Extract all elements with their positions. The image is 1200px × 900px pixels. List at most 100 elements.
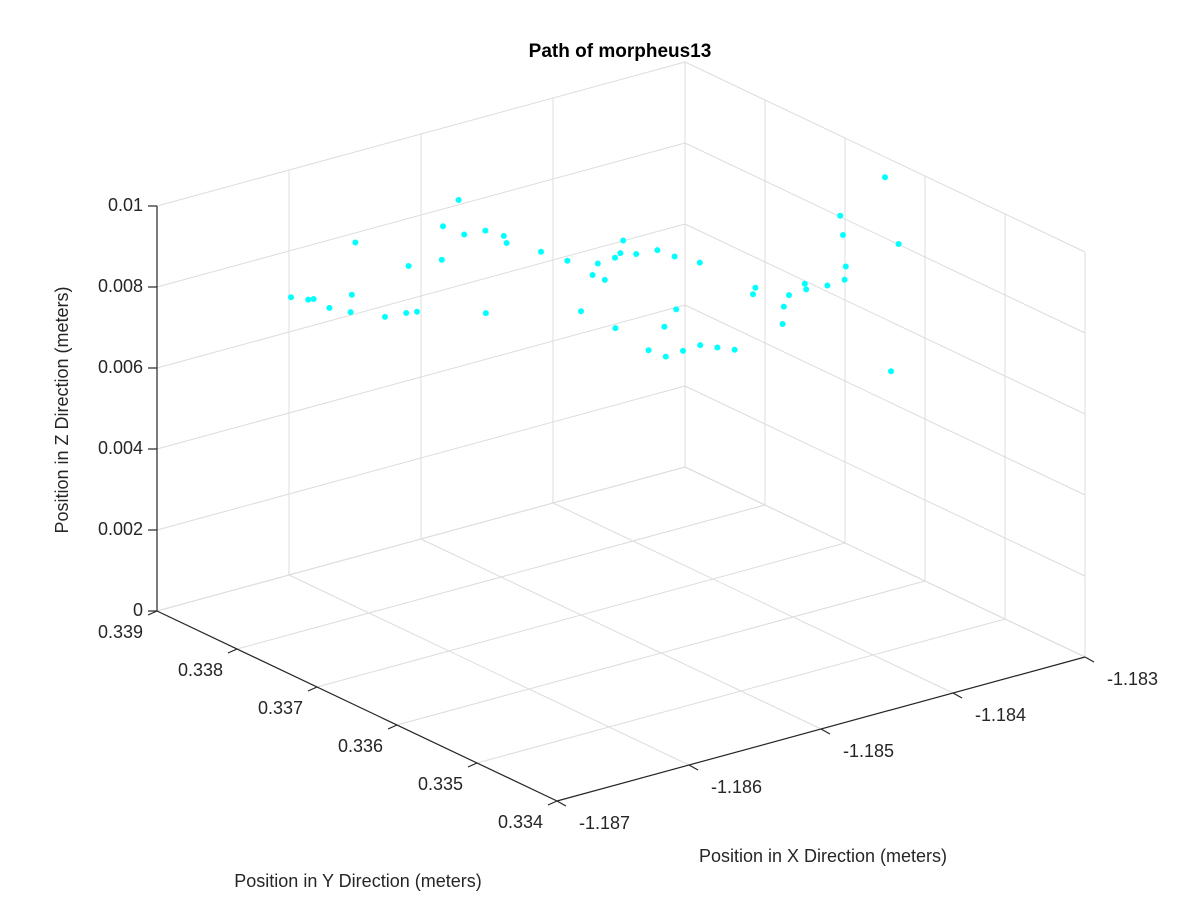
grid-line [684, 223, 1086, 415]
point [500, 232, 507, 239]
point [594, 260, 601, 267]
point [841, 276, 848, 283]
y-tick-label: 0.337 [258, 698, 303, 718]
grid-line [156, 142, 686, 288]
x-tick [1084, 656, 1095, 663]
grid-line [236, 504, 766, 650]
point [578, 308, 584, 315]
z-tick-label: 0 [133, 600, 143, 620]
point [482, 310, 489, 317]
point [612, 254, 618, 261]
point [786, 292, 792, 299]
point [803, 286, 810, 293]
z-tick-label: 0.004 [98, 438, 143, 458]
x-tick-label: -1.185 [843, 741, 894, 761]
y-tick [147, 610, 158, 616]
z-tick-label: 0.002 [98, 519, 143, 539]
y-tick-label: 0.334 [498, 812, 543, 832]
point [564, 257, 571, 264]
x-tick-label: -1.187 [579, 813, 630, 833]
point [538, 248, 544, 255]
y-axis-line [156, 610, 558, 802]
point [482, 227, 489, 234]
point [348, 291, 355, 298]
point [750, 291, 756, 298]
x-tick [820, 728, 831, 735]
point [714, 344, 721, 351]
x-tick [556, 800, 567, 807]
y-tick [307, 686, 318, 692]
grid-line [156, 304, 686, 450]
point [612, 325, 619, 332]
y-tick [547, 800, 558, 806]
point [645, 347, 652, 354]
z-tick-label: 0.008 [98, 276, 143, 296]
point [662, 353, 669, 360]
y-tick-label: 0.335 [418, 774, 463, 794]
grid-line [316, 542, 846, 688]
grid-line [396, 580, 926, 726]
point [347, 309, 354, 316]
point [661, 323, 668, 330]
grid-line [476, 618, 1006, 764]
x-tick [688, 764, 699, 771]
point [405, 263, 412, 270]
point [673, 306, 680, 313]
grid-line [684, 61, 1086, 253]
x-tick [952, 692, 963, 699]
point [731, 346, 738, 353]
point [780, 303, 787, 310]
point [633, 250, 640, 257]
point [882, 174, 888, 181]
point [895, 240, 902, 247]
grid-line [156, 466, 686, 612]
grid-line [684, 304, 1086, 496]
point [837, 212, 844, 219]
point [455, 196, 462, 203]
point [438, 256, 445, 263]
grid-line [684, 466, 1086, 658]
grid-line [684, 385, 1086, 577]
point [601, 276, 608, 283]
point [801, 280, 808, 287]
point [403, 310, 410, 316]
point [842, 263, 849, 270]
point [352, 239, 359, 246]
point [589, 272, 596, 278]
point [824, 282, 831, 289]
y-tick-label: 0.339 [98, 622, 143, 642]
point [671, 253, 678, 260]
y-tick-label: 0.338 [178, 660, 223, 680]
z-tick-label: 0.01 [108, 195, 143, 215]
point [620, 237, 627, 244]
grid-line [156, 223, 686, 369]
point [697, 342, 704, 349]
point [779, 321, 786, 327]
y-axis-label: Position in Y Direction (meters) [234, 871, 481, 891]
point [382, 313, 388, 320]
x-tick-label: -1.183 [1107, 669, 1158, 689]
grid-line [552, 502, 954, 694]
point [414, 308, 420, 315]
point [696, 259, 703, 266]
point [840, 232, 846, 238]
point [654, 247, 661, 254]
point [440, 223, 446, 230]
point [503, 240, 510, 246]
z-tick-label: 0.006 [98, 357, 143, 377]
x-tick-label: -1.184 [975, 705, 1026, 725]
point [888, 368, 894, 375]
point [326, 304, 333, 311]
point [305, 296, 312, 303]
chart-title: Path of morpheus13 [529, 41, 712, 62]
x-tick-label: -1.186 [711, 777, 762, 797]
point [310, 296, 317, 302]
point [680, 347, 686, 354]
point [288, 294, 294, 301]
y-tick [467, 762, 478, 768]
point [617, 250, 624, 257]
y-tick [227, 648, 238, 654]
point [461, 231, 468, 238]
grid-line [420, 538, 822, 730]
